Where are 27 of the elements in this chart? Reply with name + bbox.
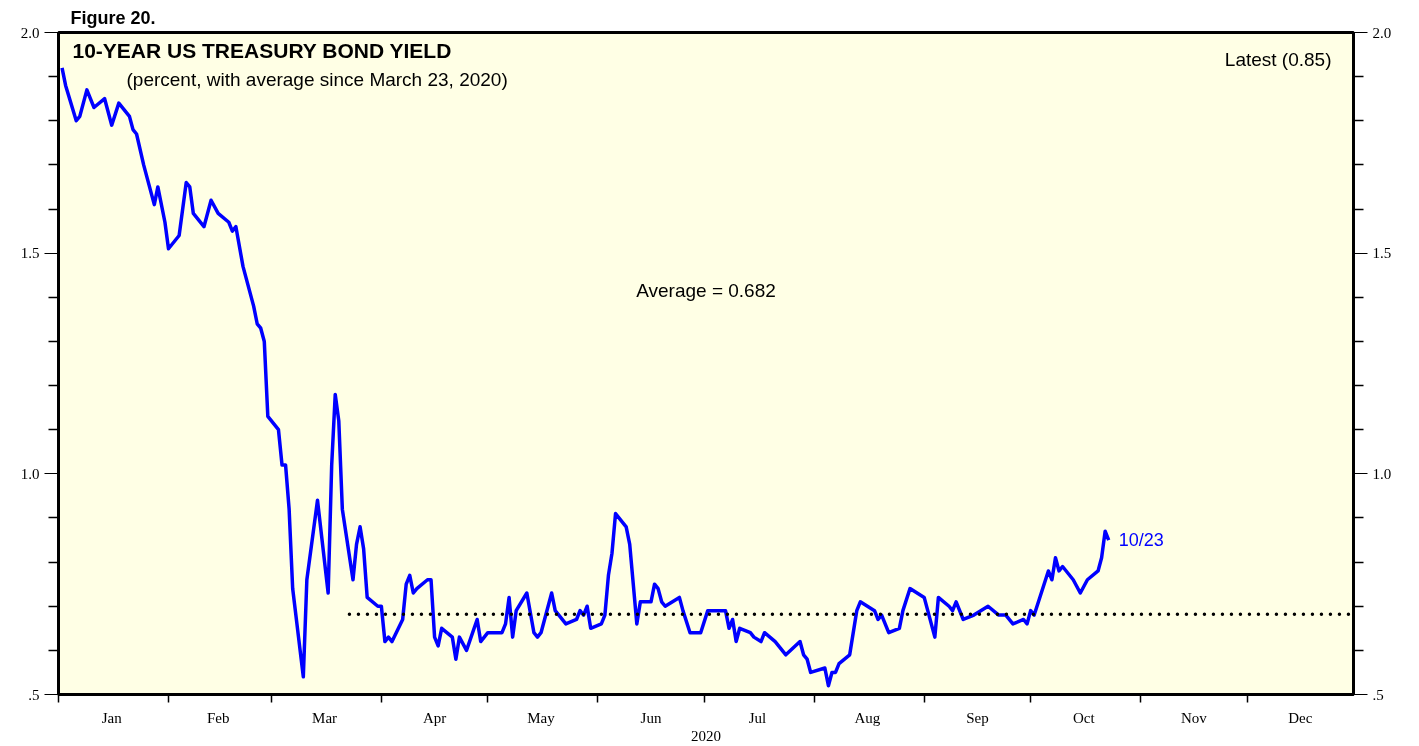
x-tick-label: Mar bbox=[312, 709, 338, 726]
y2-tick-label: 1.0 bbox=[1372, 465, 1392, 482]
x-tick-label: Aug bbox=[854, 709, 881, 726]
x-tick-label: Apr bbox=[422, 709, 447, 726]
y-tick-label: 1.0 bbox=[20, 465, 40, 482]
x-tick-label: Feb bbox=[206, 709, 230, 726]
x-tick-label: Dec bbox=[1288, 709, 1313, 726]
y2-tick-label: 1.5 bbox=[1372, 245, 1392, 262]
text: (percent, with average since March 23, 2020) bbox=[126, 68, 508, 90]
caption: Figure 20. bbox=[70, 7, 156, 28]
y-tick-label: 2.0 bbox=[20, 24, 40, 41]
annotation: Average = 0.682 bbox=[636, 280, 776, 302]
annotation: Latest (0.85) bbox=[1224, 48, 1332, 70]
x-tick-label: Jan bbox=[101, 709, 123, 726]
x-tick-label: May bbox=[527, 709, 556, 726]
x-tick-label: Jun bbox=[640, 709, 662, 726]
annotation: 10/23 bbox=[1118, 530, 1164, 551]
y2-tick-label: .5 bbox=[1372, 686, 1384, 703]
x-tick-label: Jul bbox=[748, 709, 767, 726]
y-tick-label: .5 bbox=[28, 686, 40, 703]
x-tick-label: Oct bbox=[1073, 709, 1096, 726]
x-axis-title: 2020 bbox=[691, 727, 721, 744]
chart-title: 10-YEAR US TREASURY BOND YIELD bbox=[72, 38, 452, 62]
y2-tick-label: 2.0 bbox=[1372, 24, 1392, 41]
x-tick-label: Sep bbox=[966, 709, 989, 726]
y-tick-label: 1.5 bbox=[20, 245, 40, 262]
x-tick-label: Nov bbox=[1180, 709, 1208, 726]
